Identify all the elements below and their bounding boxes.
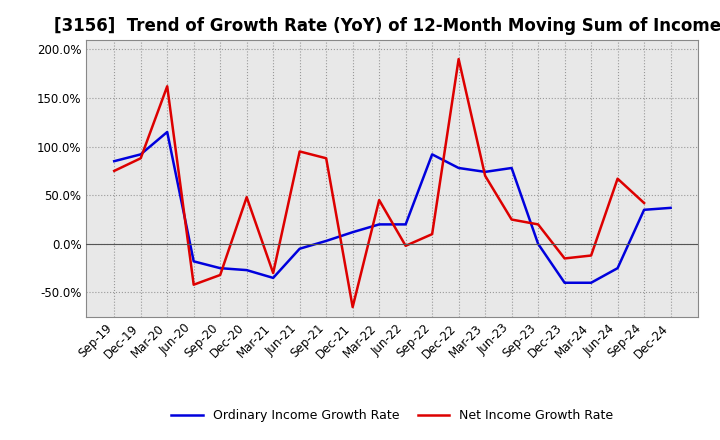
Net Income Growth Rate [295, 149, 304, 154]
Net Income Growth Rate [481, 173, 490, 178]
Line: Net Income Growth Rate: Net Income Growth Rate [114, 59, 644, 307]
Ordinary Income Growth Rate [189, 259, 198, 264]
Ordinary Income Growth Rate [243, 268, 251, 273]
Net Income Growth Rate [163, 84, 171, 89]
Title: [3156]  Trend of Growth Rate (YoY) of 12-Month Moving Sum of Incomes: [3156] Trend of Growth Rate (YoY) of 12-… [54, 17, 720, 35]
Ordinary Income Growth Rate [454, 165, 463, 171]
Ordinary Income Growth Rate [534, 241, 542, 246]
Legend: Ordinary Income Growth Rate, Net Income Growth Rate: Ordinary Income Growth Rate, Net Income … [166, 404, 618, 427]
Ordinary Income Growth Rate [640, 207, 649, 213]
Net Income Growth Rate [348, 304, 357, 310]
Net Income Growth Rate [243, 194, 251, 200]
Net Income Growth Rate [534, 222, 542, 227]
Net Income Growth Rate [640, 200, 649, 205]
Ordinary Income Growth Rate [269, 275, 277, 281]
Ordinary Income Growth Rate [481, 169, 490, 175]
Ordinary Income Growth Rate [401, 222, 410, 227]
Net Income Growth Rate [428, 231, 436, 237]
Net Income Growth Rate [454, 56, 463, 62]
Ordinary Income Growth Rate [428, 152, 436, 157]
Net Income Growth Rate [216, 272, 225, 278]
Ordinary Income Growth Rate [613, 265, 622, 271]
Ordinary Income Growth Rate [136, 152, 145, 157]
Line: Ordinary Income Growth Rate: Ordinary Income Growth Rate [114, 132, 670, 283]
Net Income Growth Rate [613, 176, 622, 181]
Ordinary Income Growth Rate [587, 280, 595, 286]
Ordinary Income Growth Rate [666, 205, 675, 210]
Ordinary Income Growth Rate [216, 265, 225, 271]
Net Income Growth Rate [322, 156, 330, 161]
Ordinary Income Growth Rate [110, 158, 119, 164]
Net Income Growth Rate [110, 168, 119, 173]
Ordinary Income Growth Rate [375, 222, 384, 227]
Ordinary Income Growth Rate [295, 246, 304, 251]
Net Income Growth Rate [508, 217, 516, 222]
Ordinary Income Growth Rate [560, 280, 569, 286]
Net Income Growth Rate [587, 253, 595, 258]
Net Income Growth Rate [136, 156, 145, 161]
Ordinary Income Growth Rate [508, 165, 516, 171]
Net Income Growth Rate [401, 243, 410, 249]
Net Income Growth Rate [560, 256, 569, 261]
Net Income Growth Rate [375, 198, 384, 203]
Ordinary Income Growth Rate [322, 238, 330, 244]
Ordinary Income Growth Rate [348, 230, 357, 235]
Net Income Growth Rate [189, 282, 198, 287]
Net Income Growth Rate [269, 271, 277, 276]
Ordinary Income Growth Rate [163, 129, 171, 135]
